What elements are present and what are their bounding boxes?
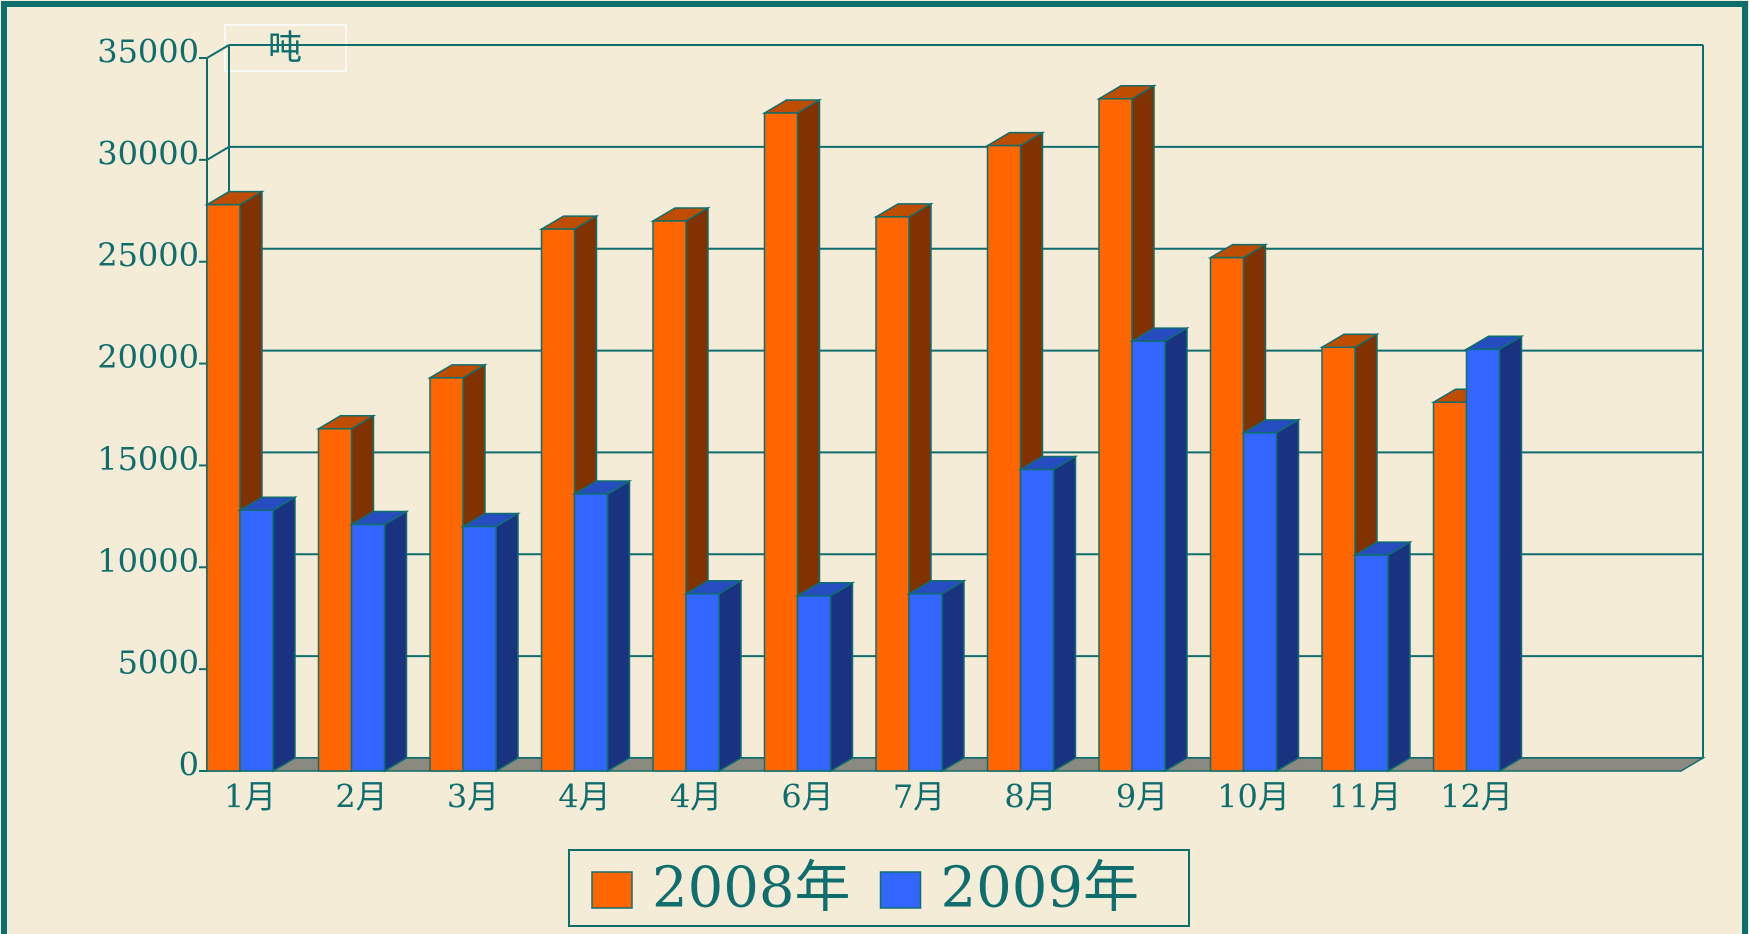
bar — [571, 479, 633, 773]
legend-box — [568, 849, 1190, 927]
x-tick-label: 4月 — [670, 778, 722, 816]
y-tick-label: 20000 — [97, 338, 199, 376]
bar — [1463, 334, 1525, 773]
legend-swatch — [591, 871, 633, 909]
bar-side — [718, 579, 742, 773]
bar-front — [685, 593, 720, 772]
bar — [1129, 326, 1190, 773]
grid-line — [206, 44, 230, 59]
bar — [794, 581, 856, 773]
x-tick-label: 9月 — [1116, 778, 1168, 816]
bar-front — [462, 525, 497, 772]
y-tick-label: 10000 — [97, 542, 199, 580]
grid-line — [206, 145, 230, 161]
bar-side — [1275, 418, 1300, 773]
bar-front — [875, 216, 910, 772]
bar-front — [1321, 346, 1356, 772]
x-tick-label: 10月 — [1217, 778, 1290, 816]
y-tick-label: 0 — [179, 746, 199, 784]
y-tick-label: 35000 — [97, 33, 199, 71]
y-tick-label: 5000 — [118, 644, 199, 682]
bar-side — [383, 510, 408, 773]
bar-front — [1242, 432, 1278, 772]
bar-front — [350, 523, 386, 772]
bar-front — [429, 377, 464, 772]
bar — [683, 579, 744, 773]
bar-side — [1498, 334, 1523, 773]
bar-side — [941, 579, 965, 773]
legend-label: 2008年 — [652, 856, 851, 921]
bar — [906, 579, 967, 773]
bar-front — [796, 595, 832, 772]
bar — [348, 510, 410, 773]
bar-front — [1432, 401, 1468, 772]
bar-front — [908, 593, 943, 772]
x-tick-label: 11月 — [1329, 778, 1402, 816]
bar-front — [1098, 97, 1133, 772]
bar-side — [495, 512, 519, 773]
bar-side — [272, 495, 296, 773]
bar-front — [1131, 340, 1166, 772]
bar-front — [986, 144, 1022, 772]
bar-front — [763, 112, 799, 772]
bar — [1240, 418, 1302, 773]
bar-front — [1019, 468, 1055, 772]
bar-front — [317, 428, 353, 772]
bar-front — [1209, 256, 1245, 772]
x-tick-label: 1月 — [224, 778, 276, 816]
bar-side — [1387, 540, 1411, 773]
y-tick-label: 15000 — [97, 440, 199, 478]
y-tick-label: 30000 — [97, 134, 199, 172]
bar — [237, 495, 298, 773]
bar-front — [1354, 554, 1389, 772]
legend-swatch — [879, 871, 922, 909]
bar-front — [239, 509, 274, 772]
unit-label: 吨 — [268, 28, 302, 68]
x-tick-label: 7月 — [893, 778, 945, 816]
x-tick-label: 12月 — [1440, 778, 1513, 816]
bar-side — [829, 581, 854, 773]
bar-side — [1052, 455, 1077, 773]
y-tick-label: 25000 — [97, 236, 199, 274]
bar-front — [573, 493, 609, 772]
bar-side — [1164, 326, 1188, 773]
x-tick-label: 8月 — [1004, 778, 1056, 816]
x-tick-label: 2月 — [335, 778, 387, 816]
x-tick-label: 4月 — [558, 778, 610, 816]
bar-front — [540, 228, 576, 772]
x-tick-label: 3月 — [447, 778, 499, 816]
bar-side — [606, 479, 631, 773]
bar-front — [652, 220, 687, 772]
x-tick-label: 6月 — [781, 778, 833, 816]
bar-front — [206, 203, 241, 772]
bar — [1017, 455, 1079, 773]
bar — [1352, 540, 1413, 773]
legend-label: 2009年 — [941, 856, 1140, 921]
bar — [460, 512, 521, 773]
bar-front — [1465, 348, 1501, 772]
